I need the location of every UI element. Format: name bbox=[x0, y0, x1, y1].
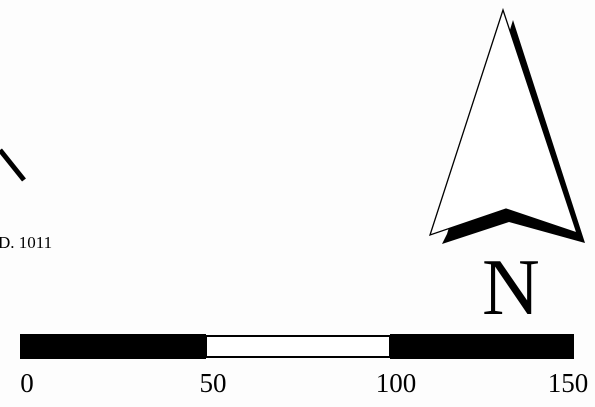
scale-bar-segment-3 bbox=[390, 334, 574, 359]
north-arrow-icon bbox=[428, 7, 585, 244]
scale-tick-label: 150 bbox=[547, 368, 589, 398]
feature-label: D. 1011 bbox=[0, 233, 53, 252]
north-arrow-outline bbox=[428, 7, 579, 237]
scale-tick-label: 0 bbox=[20, 368, 34, 398]
scale-tick-label: 50 bbox=[199, 368, 227, 398]
scale-bar-segment-2 bbox=[205, 335, 391, 358]
scale-bar-segment-1 bbox=[20, 334, 206, 359]
scale-tick-label: 100 bbox=[375, 368, 417, 398]
north-letter: N bbox=[482, 244, 540, 332]
feature-line bbox=[0, 148, 26, 182]
scale-bar bbox=[20, 334, 574, 359]
